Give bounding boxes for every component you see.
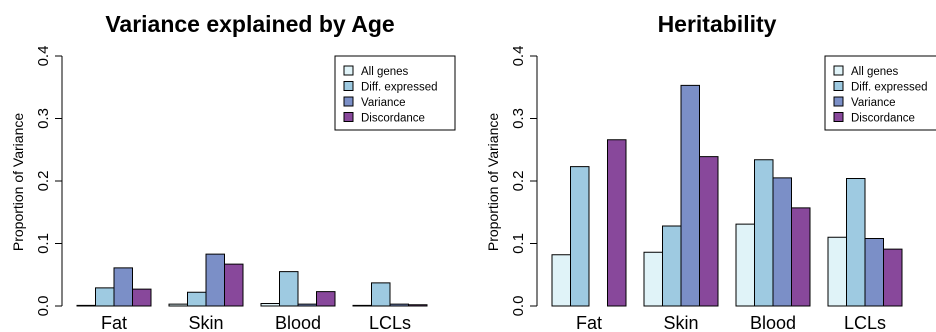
y-tick-label: 0.1 — [35, 233, 52, 254]
y-tick-label: 0.4 — [510, 46, 527, 67]
chart-title: Heritability — [658, 11, 777, 37]
y-tick-label: 0.2 — [35, 171, 52, 192]
legend-box — [334, 55, 456, 131]
bar-all-genes-fat — [551, 254, 571, 307]
category-label: LCLs — [844, 313, 886, 332]
bar-diff-expressed-skin — [662, 225, 682, 307]
legend-entry: All genes — [361, 66, 409, 78]
legend-swatch — [343, 112, 354, 122]
bar-variance-skin — [680, 84, 700, 307]
category-label: Fat — [576, 313, 602, 332]
bar-discordance-skin — [699, 156, 719, 307]
y-tick-label: 0.0 — [510, 296, 527, 317]
bar-discordance-blood — [316, 291, 336, 307]
y-tick-label: 0.4 — [35, 46, 52, 67]
chart-panel-heritability: Heritability Proportion of Variance 0.0 0… — [485, 11, 936, 332]
legend-swatch — [833, 81, 844, 91]
category-label: LCLs — [369, 313, 411, 332]
legend-swatch — [343, 81, 354, 91]
bar-diff-expressed-blood — [279, 271, 299, 307]
bar-diff-expressed-skin — [187, 291, 207, 307]
bar-diff-expressed-fat — [95, 287, 115, 307]
y-tick-label: 0.1 — [510, 233, 527, 254]
bar-all-genes-lcls — [352, 304, 372, 307]
bar-variance-lcls — [389, 303, 409, 307]
y-tick-label: 0.3 — [510, 108, 527, 129]
y-axis-label: Proportion of Variance — [485, 113, 501, 251]
bar-variance-blood — [297, 303, 317, 307]
bar-diff-expressed-blood — [754, 159, 774, 307]
bar-diff-expressed-lcls — [371, 282, 391, 307]
legend-entry: Diff. expressed — [361, 82, 438, 94]
bar-all-genes-skin — [643, 251, 663, 307]
bar-discordance-lcls — [883, 248, 903, 307]
bar-all-genes-fat — [76, 304, 96, 307]
legend-entry: Diff. expressed — [851, 82, 928, 94]
category-label: Fat — [101, 313, 127, 332]
y-tick-label: 0.0 — [35, 296, 52, 317]
category-label: Blood — [275, 313, 321, 332]
legend: All genes Diff. expressed Variance Discorda… — [334, 55, 456, 131]
bar-all-genes-blood — [260, 303, 280, 307]
bar-discordance-blood — [791, 207, 811, 307]
legend-swatch — [343, 65, 354, 76]
bar-variance-lcls — [864, 238, 884, 307]
category-label: Skin — [188, 313, 223, 332]
bar-variance-skin — [205, 253, 225, 307]
legend-entry: Variance — [851, 97, 896, 109]
legend-entry: All genes — [851, 66, 899, 78]
bar-diff-expressed-fat — [570, 166, 590, 307]
legend-entry: Variance — [361, 97, 406, 109]
y-tick-label: 0.3 — [35, 108, 52, 129]
legend: All genes Diff. expressed Variance Discorda… — [824, 55, 936, 131]
legend-swatch — [833, 112, 844, 122]
category-label: Skin — [663, 313, 698, 332]
bar-variance-fat — [113, 267, 133, 307]
bar-all-genes-blood — [735, 223, 755, 307]
bar-all-genes-skin — [168, 303, 188, 307]
legend-swatch — [833, 65, 844, 76]
category-label: Blood — [750, 313, 796, 332]
bar-discordance-lcls — [408, 304, 428, 307]
chart-panel-age: Variance explained by Age Proportion of … — [10, 11, 456, 332]
legend-swatch — [833, 96, 844, 107]
y-axis-label: Proportion of Variance — [10, 113, 26, 251]
legend-swatch — [343, 96, 354, 107]
legend-entry: Discordance — [361, 113, 425, 125]
bar-discordance-fat — [132, 288, 152, 307]
bar-variance-blood — [772, 177, 792, 307]
chart-title: Variance explained by Age — [105, 11, 394, 37]
bar-discordance-skin — [224, 263, 244, 307]
bar-all-genes-lcls — [827, 236, 847, 307]
legend-entry: Discordance — [851, 113, 915, 125]
bar-diff-expressed-lcls — [846, 178, 866, 307]
bar-discordance-fat — [607, 139, 627, 307]
y-tick-label: 0.2 — [510, 171, 527, 192]
